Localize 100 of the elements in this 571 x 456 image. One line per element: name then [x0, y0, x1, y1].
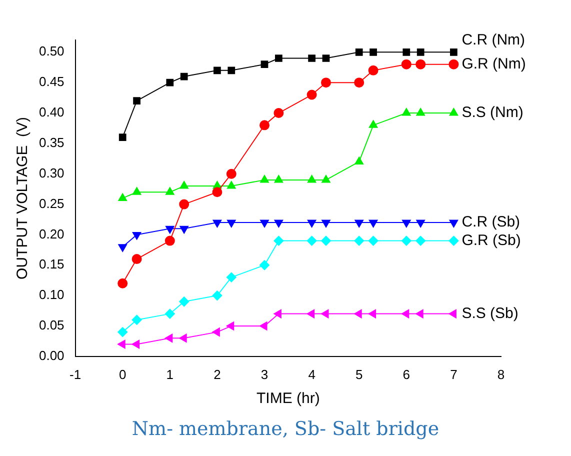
point	[228, 66, 236, 74]
point	[306, 236, 317, 246]
point	[260, 322, 268, 330]
y-axis-title: OUTPUT VOLTAGE (V)	[14, 116, 32, 280]
point	[368, 236, 378, 246]
point	[450, 48, 458, 56]
point	[401, 59, 412, 70]
point	[118, 327, 128, 338]
point	[416, 59, 426, 70]
point	[164, 308, 175, 319]
point	[322, 220, 330, 228]
point	[368, 220, 378, 228]
point	[306, 90, 317, 100]
point	[307, 220, 316, 228]
point	[260, 60, 268, 68]
x-tick-label: 7	[450, 366, 458, 382]
point	[118, 340, 126, 349]
point	[226, 168, 236, 179]
point	[166, 187, 174, 195]
point	[307, 174, 316, 183]
point	[320, 78, 331, 88]
y-tick-label: 0.05	[38, 318, 64, 333]
point	[132, 340, 140, 349]
y-tick-label: 0.00	[38, 348, 64, 363]
y-tick-label: 0.10	[38, 287, 64, 302]
point	[354, 156, 364, 164]
x-tick-label: 4	[308, 366, 316, 382]
point	[402, 108, 411, 116]
point	[260, 120, 270, 130]
point	[260, 174, 269, 183]
point	[164, 236, 175, 246]
x-tick-label: 6	[402, 366, 410, 382]
point	[306, 309, 315, 318]
point	[402, 220, 411, 228]
point	[260, 260, 270, 270]
point	[212, 290, 222, 301]
point	[166, 78, 174, 86]
point	[260, 220, 269, 228]
series-label: C.R (Nm)	[462, 31, 526, 48]
point	[401, 309, 410, 318]
x-tick-label: 2	[214, 366, 221, 382]
y-tick-label: 0.35	[38, 135, 64, 150]
point	[322, 54, 330, 62]
point	[274, 108, 284, 118]
y-tick-label: 0.15	[38, 256, 64, 272]
x-axis-title: TIME (hr)	[256, 390, 320, 408]
point	[226, 322, 234, 330]
point	[180, 226, 188, 234]
point	[179, 334, 187, 343]
point	[118, 134, 126, 142]
point	[166, 226, 174, 234]
point	[133, 97, 140, 105]
x-tick-label: 8	[497, 366, 505, 382]
point	[449, 220, 458, 228]
point	[274, 220, 284, 228]
x-tick-label: 3	[260, 366, 268, 382]
x-tick-label: 5	[355, 366, 363, 382]
point	[355, 48, 363, 56]
series-label: C.R (Sb)	[462, 214, 520, 231]
point	[416, 220, 425, 228]
point	[368, 120, 378, 128]
point	[416, 309, 424, 318]
point	[402, 48, 410, 56]
point	[212, 328, 220, 336]
point	[308, 54, 316, 62]
point	[354, 236, 364, 246]
point	[132, 254, 142, 264]
point	[274, 236, 284, 246]
point	[274, 309, 282, 318]
point	[180, 181, 188, 189]
point	[448, 309, 456, 318]
y-tick-label: 0.20	[38, 226, 64, 242]
y-tick-label: 0.45	[38, 74, 64, 90]
point	[368, 65, 378, 76]
y-tick-label: 0.30	[38, 165, 64, 180]
point	[132, 232, 142, 240]
point	[180, 72, 188, 80]
point	[118, 278, 128, 288]
point	[416, 108, 425, 116]
point	[448, 59, 459, 70]
series-label: G.R (Sb)	[462, 232, 521, 249]
x-tick-label: -1	[70, 366, 82, 382]
point	[401, 236, 412, 246]
point	[368, 309, 376, 318]
point	[448, 236, 459, 246]
point	[132, 314, 142, 325]
point	[132, 187, 142, 195]
series-label: S.S (Nm)	[462, 104, 524, 122]
point	[320, 309, 329, 318]
series-label: G.R (Nm)	[462, 55, 526, 72]
point	[354, 220, 364, 228]
point	[449, 108, 458, 116]
y-tick-label: 0.50	[38, 44, 64, 59]
point	[226, 181, 236, 189]
point	[274, 174, 284, 183]
series-label: S.S (Sb)	[462, 304, 518, 322]
x-tick-label: 0	[118, 366, 126, 382]
text: Nm- membrane, Sb- Salt bridge	[130, 418, 440, 440]
point	[179, 199, 190, 210]
point	[320, 236, 331, 246]
